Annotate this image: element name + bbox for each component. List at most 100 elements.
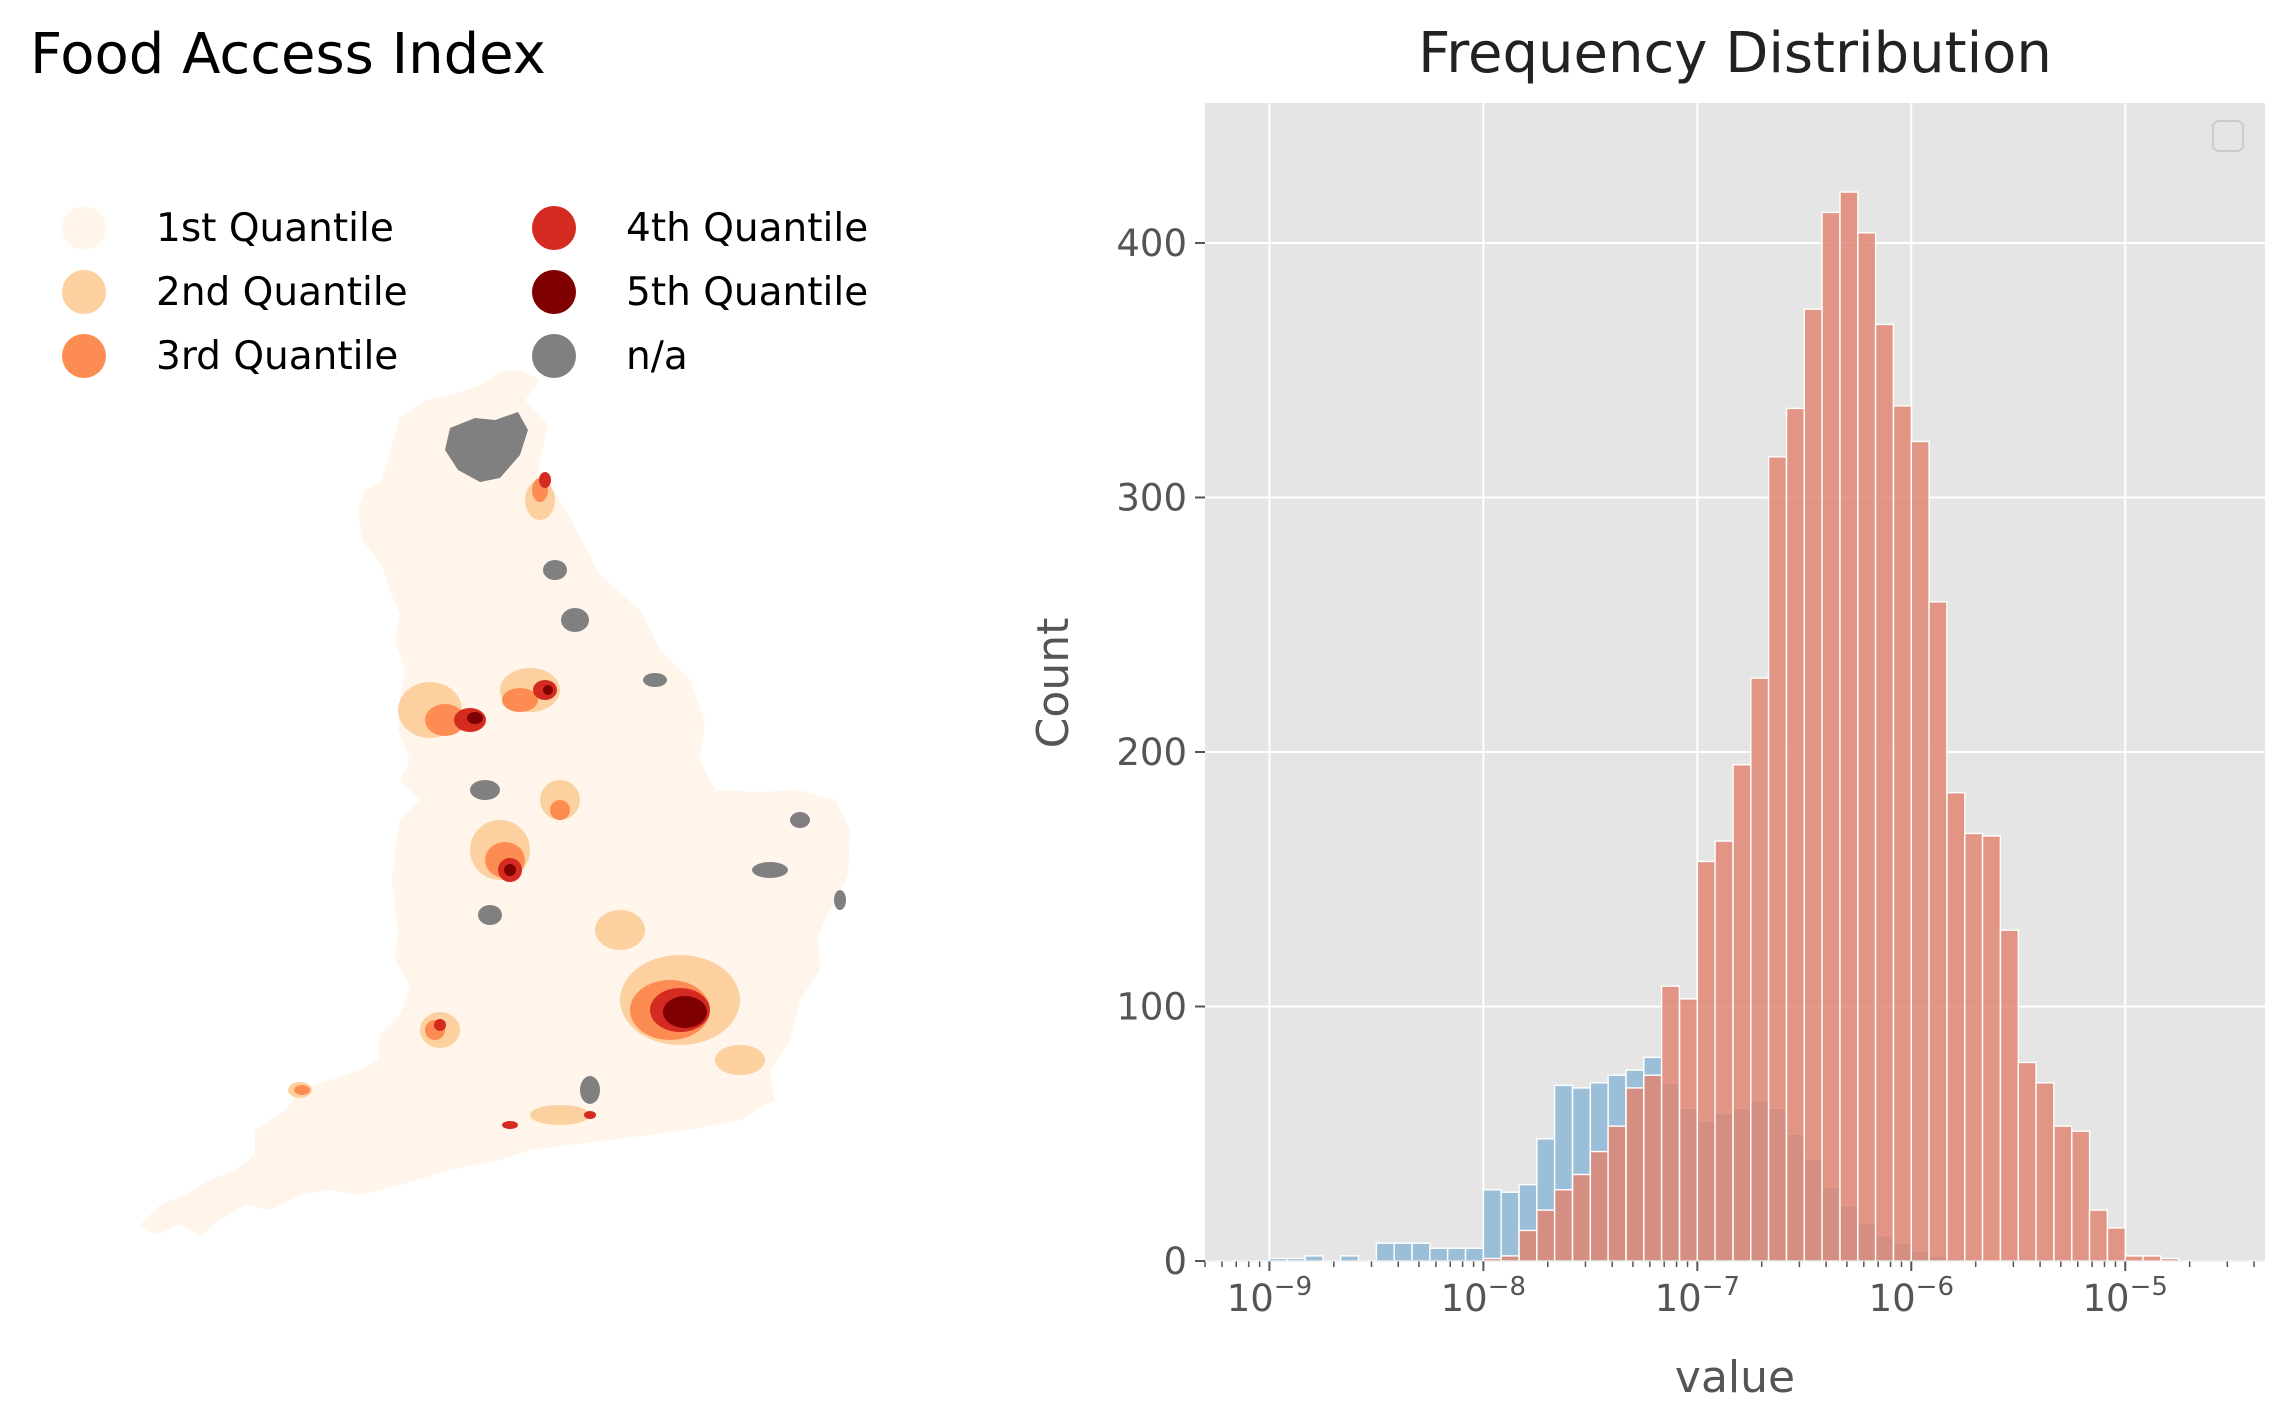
bar-series0-6 [1375,1242,1395,1262]
chart-title: Frequency Distribution [1418,21,2052,86]
map-regions-na [445,412,846,1104]
bar-series1-14 [1732,764,1752,1262]
map-region-na-5 [752,862,788,878]
map-region-q5-2 [504,864,516,876]
map-region-na-8 [643,673,667,687]
legend-label-q2: 2nd Quantile [156,269,408,315]
map-region-q3-8 [294,1085,310,1095]
bar-series1-3 [1536,1209,1556,1262]
bar-series1-19 [1821,211,1841,1262]
bar-series1-4 [1553,1189,1574,1262]
map-region-q5-london [663,996,707,1028]
map-region-na-north [445,412,528,482]
bar-series1-33 [2071,1130,2091,1262]
bar-series1-24 [1910,440,1930,1262]
y-axis-label: Count [1028,618,1079,749]
legend-label-q1: 1st Quantile [156,205,394,251]
bar-series1-30 [2017,1061,2037,1262]
bar-series1-29 [1999,929,2020,1262]
legend-box [2212,120,2244,152]
x-axis-label: value [1675,1352,1795,1403]
bar-series1-18 [1803,308,1823,1262]
bar-series1-25 [1928,601,1948,1262]
bar-series1-27 [1964,832,1984,1262]
map-region-q2-6 [595,910,645,950]
legend-item-q4: 4th Quantile [532,196,868,260]
map-region-q2-10 [715,1045,765,1075]
map-region-q4-8 [502,1121,518,1129]
legend-label-q3: 3rd Quantile [156,333,399,379]
legend-label-q5: 5th Quantile [626,269,869,315]
map-region-q3-1 [425,704,465,736]
bar-series1-23 [1892,405,1913,1262]
legend-label-na: n/a [626,333,688,379]
map-region-na-2 [561,608,589,632]
map-region-q2-11 [530,1105,590,1125]
y-axis-ticks: 0 100 200 300 400 [1116,222,1205,1283]
legend-item-q2: 2nd Quantile [62,260,408,324]
bar-series1-17 [1785,407,1806,1262]
bar-series1-32 [2053,1125,2073,1262]
legend-swatch-q5 [532,270,576,314]
legend-item-q5: 5th Quantile [532,260,868,324]
bar-series0-4 [1339,1255,1360,1262]
bar-series1-35 [2106,1227,2127,1262]
bar-series1-9 [1643,1074,1663,1262]
legend-label-q4: 4th Quantile [626,205,869,251]
legend-swatch-q3 [62,334,106,378]
bar-series0-10 [1446,1247,1467,1262]
bar-series1-2 [1518,1229,1538,1262]
bar-series1-10 [1660,985,1681,1262]
x-tick-label-3: 10−6 [1869,1272,1954,1320]
x-axis-ticks: 10−9 10−8 10−7 10−6 10−5 [1204,1260,2265,1320]
y-tick-label-1: 100 [1116,985,1187,1028]
map-region-q5-3 [543,685,553,695]
bar-series1-13 [1714,840,1734,1262]
bar-series1-37 [2142,1255,2162,1262]
bar-series1-28 [1981,835,2002,1262]
bar-series1-36 [2124,1255,2144,1262]
bar-series0-13 [1500,1191,1520,1262]
map-region-q5-1 [467,712,483,724]
map-region-q3-4 [550,800,570,820]
x-tick-label-1: 10−8 [1441,1272,1526,1320]
bar-series1-5 [1571,1173,1592,1262]
map-title: Food Access Index [30,22,546,87]
x-tick-label-4: 10−5 [2083,1272,2168,1320]
legend-swatch-q2 [62,270,106,314]
bar-series1-31 [2035,1082,2055,1262]
legend-item-na: n/a [532,324,688,388]
legend-swatch-na [532,334,576,378]
legend-item-q1: 1st Quantile [62,196,394,260]
map-region-na-1 [543,560,567,580]
bar-series0-8 [1411,1242,1431,1262]
bar-series1-7 [1607,1125,1627,1262]
bar-series1-34 [2088,1209,2109,1262]
map-region-q4-7 [584,1111,596,1119]
legend-swatch-q1 [62,206,106,250]
map-regions-q5 [467,685,707,1028]
bar-series1-12 [1696,860,1716,1262]
bar-series0-9 [1429,1247,1449,1262]
bar-series1-1 [1500,1255,1520,1262]
x-tick-label-0: 10−9 [1227,1272,1312,1320]
bar-series1-16 [1767,456,1788,1262]
x-tick-label-2: 10−7 [1655,1272,1740,1320]
legend-item-q3: 3rd Quantile [62,324,398,388]
map-legend: 1st Quantile 2nd Quantile 3rd Quantile 4… [62,196,932,396]
y-tick-label-0: 0 [1163,1240,1187,1283]
map-region-q4-5 [539,472,551,488]
bar-series1-22 [1874,323,1895,1262]
map-region-na-6 [478,905,502,925]
y-tick-label-3: 300 [1116,476,1187,519]
bar-series1-8 [1625,1087,1645,1262]
bar-series1-11 [1678,998,1699,1262]
legend-swatch-q4 [532,206,576,250]
map-region-na-9 [834,890,846,910]
bar-series1-6 [1589,1150,1609,1262]
bar-series0-7 [1393,1242,1413,1262]
bar-series1-26 [1946,792,1966,1262]
y-tick-label-4: 400 [1116,222,1187,265]
map-region-q3-2 [502,688,538,712]
